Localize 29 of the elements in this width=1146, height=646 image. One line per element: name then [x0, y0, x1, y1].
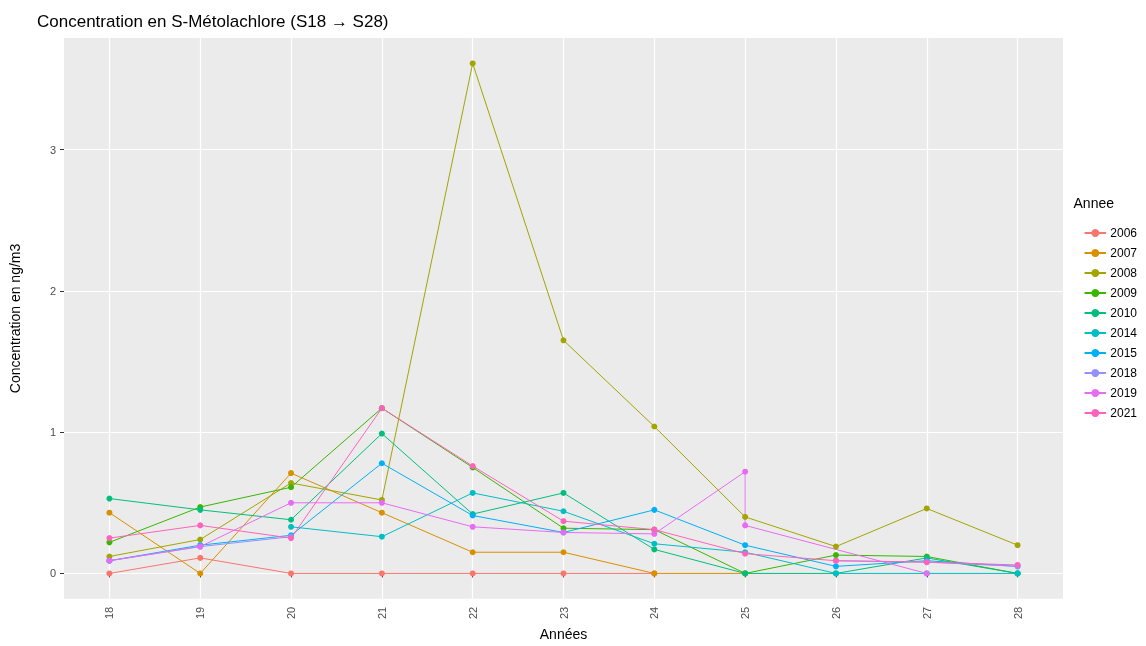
y-tick-label: 0 [49, 567, 56, 580]
y-axis-title: Concentration en ng/m3 [7, 243, 23, 394]
x-tick-label: 20 [285, 606, 298, 620]
legend-label: 2015 [1110, 346, 1138, 360]
x-tick-label: 18 [103, 606, 116, 620]
x-tick-label: 25 [739, 606, 752, 620]
x-tick-label: 27 [920, 606, 933, 620]
legend-title: Annee [1073, 195, 1115, 211]
legend-label: 2007 [1110, 246, 1138, 260]
x-tick-label: 23 [557, 606, 570, 620]
legend-label: 2021 [1110, 406, 1138, 420]
legend-label: 2009 [1110, 286, 1138, 300]
y-tick-label: 1 [49, 426, 56, 439]
x-tick-label: 26 [829, 606, 842, 620]
x-tick-label: 24 [648, 606, 661, 620]
legend-label: 2010 [1110, 306, 1138, 320]
legend-label: 2014 [1110, 326, 1138, 340]
legend-label: 2018 [1110, 366, 1138, 380]
x-tick-label: 19 [194, 606, 207, 620]
chart-title: Concentration en S-Métolachlore (S18 → S28) [37, 12, 389, 31]
legend-label: 2006 [1110, 226, 1138, 240]
y-tick-label: 3 [49, 143, 56, 156]
x-tick-label: 28 [1011, 606, 1024, 620]
x-tick-label: 21 [375, 606, 388, 620]
x-axis-title: Années [539, 626, 588, 642]
legend-label: 2019 [1110, 386, 1138, 400]
legend-label: 2008 [1110, 266, 1138, 280]
x-tick-label: 22 [466, 606, 479, 620]
y-tick-label: 2 [49, 284, 56, 297]
